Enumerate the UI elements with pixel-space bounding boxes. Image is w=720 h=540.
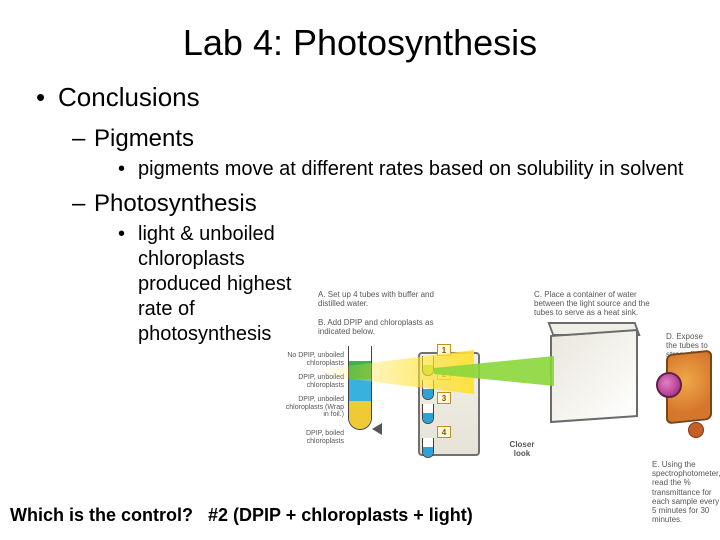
caption-c: C. Place a container of water between th… [534,290,654,318]
bullet-photosynthesis: Photosynthesis [72,190,700,218]
control-question-row: Which is the control? #2 (DPIP + chlorop… [10,505,473,526]
control-answer: #2 (DPIP + chloroplasts + light) [208,505,473,525]
tube-num-4: 4 [437,426,451,438]
bullet-pigments-detail: pigments move at different rates based o… [118,157,700,182]
caption-a: A. Set up 4 tubes with buffer and distil… [318,290,438,308]
closer-look-label: Closer look [502,440,542,458]
caption-b: B. Add DPIP and chloroplasts as indicate… [318,318,438,336]
caption-e: E. Using the spectrophotometer, read the… [652,460,720,524]
closer-look-tube [348,346,372,430]
water-tank [544,326,644,426]
bullet-photosynthesis-detail: light & unboiled chloroplasts produced h… [118,222,328,347]
tube-label-3: DPIP, unboiled chloroplasts (Wrap in foi… [284,396,344,419]
bullet-pigments: Pigments [72,125,700,153]
closer-look-arrow-icon [372,420,390,438]
device-knob-icon [688,422,704,438]
experiment-diagram: A. Set up 4 tubes with buffer and distil… [314,290,714,500]
control-question: Which is the control? [10,505,193,525]
light-source-device [650,344,712,444]
tube-4: 4 [422,438,434,458]
tube-label-1: No DPIP, unboiled chloroplasts [284,352,344,367]
tube-num-3: 3 [437,392,451,404]
bullet-conclusions: Conclusions [36,82,700,113]
tube-label-4: DPIP, boiled chloroplasts [284,430,344,445]
tube-3: 3 [422,404,434,424]
slide-title: Lab 4: Photosynthesis [0,0,720,82]
device-lens-icon [656,372,682,398]
